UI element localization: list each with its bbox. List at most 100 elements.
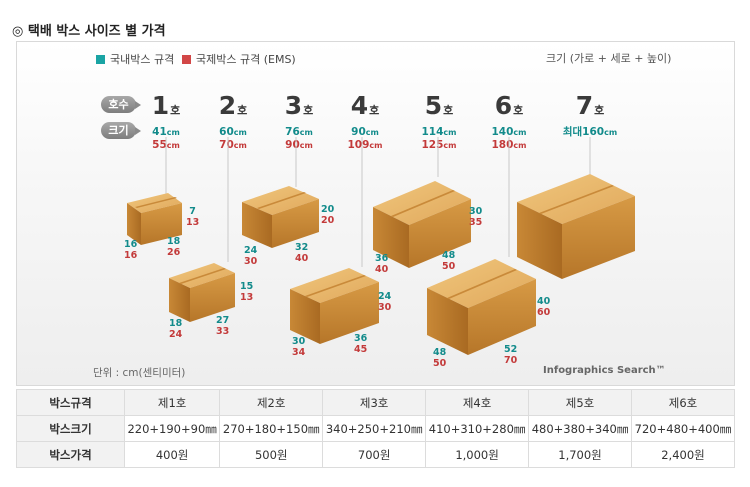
size-suffix: 호 — [594, 104, 605, 117]
box6-depth-label: 48 50 — [433, 347, 446, 369]
ems-value: 70 — [504, 355, 518, 366]
size-column-1: 1호 41cm 55cm — [129, 91, 203, 152]
box-size-7 — [517, 174, 635, 279]
box4-height-label: 24 30 — [378, 291, 391, 313]
ems-value: 20 — [321, 215, 335, 226]
size-number: 3 — [284, 91, 303, 120]
size-prefix: 최대 — [562, 126, 583, 138]
size-unit: cm — [233, 128, 247, 137]
size-number: 2 — [218, 91, 237, 120]
size-domestic: 140 — [491, 126, 514, 138]
size-number: 7 — [575, 91, 594, 120]
size-unit: cm — [369, 141, 383, 150]
size-unit: cm — [299, 141, 313, 150]
domestic-value: 27 — [216, 315, 230, 326]
table-cell: 500원 — [219, 441, 324, 468]
table-header: 박스규격 — [16, 389, 125, 416]
ems-value: 35 — [469, 217, 483, 228]
box1-height-label: 7 13 — [186, 206, 199, 228]
size-domestic: 114 — [421, 126, 444, 138]
domestic-value: 24 — [378, 291, 392, 302]
table-header-row: 박스규격 제1호 제2호 제3호 제4호 제5호 제6호 — [16, 389, 736, 416]
size-unit: cm — [513, 141, 527, 150]
size-suffix: 호 — [170, 104, 181, 117]
box2-height-label: 15 13 — [240, 281, 253, 303]
table-header: 제4호 — [425, 389, 530, 416]
domestic-value: 18 — [167, 236, 181, 247]
legend-international: 국제박스 규격 (EMS) — [182, 51, 296, 67]
box-size-2 — [169, 263, 235, 322]
ems-value: 33 — [216, 326, 230, 337]
size-unit: cm — [299, 128, 313, 137]
domestic-value: 15 — [240, 281, 254, 292]
size-column-7: 7호 최대160cm — [547, 91, 633, 139]
ems-value: 40 — [295, 253, 309, 264]
size-unit: cm — [604, 128, 618, 137]
size-column-5: 5호 114cm 125cm — [402, 91, 476, 152]
boxes-illustration — [127, 137, 635, 355]
table-header: 제1호 — [123, 389, 221, 416]
credit-text: Infographics Search™ — [543, 365, 666, 376]
table-header: 제6호 — [630, 389, 736, 416]
box1-width-label: 18 26 — [167, 236, 180, 258]
size-suffix: 호 — [513, 104, 524, 117]
domestic-value: 48 — [433, 347, 447, 358]
size-unit: cm — [443, 128, 457, 137]
tag-number: 호수 — [101, 96, 141, 113]
size-suffix: 호 — [303, 104, 314, 117]
table-cell: 1,000원 — [425, 441, 530, 468]
table-cell: 340+250+210㎜ — [322, 415, 427, 442]
size-suffix: 호 — [369, 104, 380, 117]
size-domestic: 90 — [351, 126, 366, 138]
box-size-6 — [427, 259, 536, 355]
ems-value: 30 — [244, 256, 258, 267]
box3-height-label: 20 20 — [321, 204, 334, 226]
ems-value: 26 — [167, 247, 181, 258]
size-column-4: 4호 90cm 109cm — [328, 91, 402, 152]
domestic-value: 7 — [189, 206, 196, 217]
size-number: 5 — [424, 91, 443, 120]
table-row: 박스크기 220+190+90㎜ 270+180+150㎜ 340+250+21… — [16, 415, 736, 442]
box6-width-label: 52 70 — [504, 344, 517, 366]
domestic-value: 20 — [321, 204, 335, 215]
ems-value: 13 — [186, 217, 200, 228]
box5-height-label: 30 35 — [469, 206, 482, 228]
table-cell: 2,400원 — [630, 441, 736, 468]
box4-width-label: 36 45 — [354, 333, 367, 355]
row-label: 박스가격 — [16, 441, 125, 468]
box-size-5 — [373, 181, 471, 268]
ems-value: 24 — [169, 329, 183, 340]
size-unit: cm — [166, 128, 180, 137]
size-unit: cm — [513, 128, 527, 137]
size-suffix: 호 — [237, 104, 248, 117]
table-header: 제3호 — [322, 389, 427, 416]
size-ems: 180 — [491, 139, 514, 151]
table-header: 제5호 — [528, 389, 632, 416]
table-row: 박스가격 400원 500원 700원 1,000원 1,700원 2,400원 — [16, 441, 736, 468]
domestic-value: 36 — [375, 253, 389, 264]
ems-value: 34 — [292, 347, 306, 358]
table-header: 제2호 — [219, 389, 324, 416]
legend-international-label: 국제박스 규격 (EMS) — [196, 53, 296, 66]
size-column-6: 6호 140cm 180cm — [472, 91, 546, 152]
page-title: ◎ 택배 박스 사이즈 별 가격 — [12, 24, 166, 39]
domestic-value: 40 — [537, 296, 551, 307]
table-cell: 700원 — [322, 441, 427, 468]
domestic-value: 36 — [354, 333, 368, 344]
size-number: 6 — [494, 91, 513, 120]
infographic-panel: 국내박스 규격 국제박스 규격 (EMS) 크기 (가로 + 세로 + 높이) … — [16, 41, 735, 386]
box2-depth-label: 18 24 — [169, 318, 182, 340]
box-size-1 — [127, 193, 182, 245]
size-unit: cm — [166, 141, 180, 150]
ems-value: 13 — [240, 292, 254, 303]
size-domestic: 60 — [219, 126, 234, 138]
table-cell: 410+310+280㎜ — [425, 415, 530, 442]
size-ems: 55 — [152, 139, 167, 151]
size-number: 4 — [350, 91, 369, 120]
domestic-value: 16 — [124, 239, 138, 250]
domestic-value: 24 — [244, 245, 258, 256]
size-number: 1 — [151, 91, 170, 120]
table-cell: 220+190+90㎜ — [123, 415, 221, 442]
domestic-value: 48 — [442, 250, 456, 261]
domestic-value: 52 — [504, 344, 518, 355]
